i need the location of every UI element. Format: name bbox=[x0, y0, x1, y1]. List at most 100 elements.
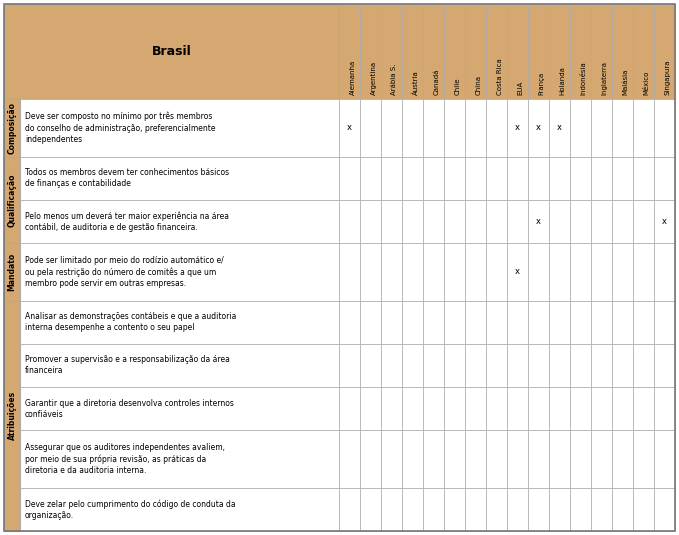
Text: Singapura: Singapura bbox=[665, 59, 670, 95]
Bar bbox=[339, 157, 360, 200]
Bar bbox=[360, 157, 381, 200]
Bar bbox=[465, 157, 486, 200]
Bar bbox=[570, 387, 591, 430]
Bar bbox=[633, 344, 654, 387]
Bar bbox=[444, 4, 465, 99]
Text: Alemanha: Alemanha bbox=[350, 60, 356, 95]
Bar bbox=[570, 157, 591, 200]
Bar bbox=[570, 488, 591, 531]
Bar bbox=[633, 301, 654, 344]
Bar bbox=[444, 301, 465, 344]
Bar bbox=[486, 301, 507, 344]
Bar bbox=[591, 4, 612, 99]
Text: Argentina: Argentina bbox=[371, 61, 376, 95]
Bar bbox=[507, 301, 528, 344]
Text: Inglaterra: Inglaterra bbox=[602, 61, 608, 95]
Bar bbox=[4, 243, 20, 301]
Bar bbox=[360, 387, 381, 430]
Bar bbox=[549, 344, 570, 387]
Bar bbox=[444, 488, 465, 531]
Bar bbox=[570, 200, 591, 243]
Bar bbox=[339, 4, 360, 99]
Text: Costa Rica: Costa Rica bbox=[496, 58, 502, 95]
Bar bbox=[528, 387, 549, 430]
Bar bbox=[507, 4, 528, 99]
Bar bbox=[549, 99, 570, 157]
Bar bbox=[612, 200, 633, 243]
Bar bbox=[402, 344, 423, 387]
Bar bbox=[339, 430, 360, 488]
Bar bbox=[612, 4, 633, 99]
Bar bbox=[486, 387, 507, 430]
Bar bbox=[654, 488, 675, 531]
Bar bbox=[381, 387, 402, 430]
Bar bbox=[20, 157, 339, 200]
Text: Brasil: Brasil bbox=[151, 45, 191, 58]
Bar bbox=[612, 301, 633, 344]
Bar bbox=[444, 99, 465, 157]
Bar bbox=[444, 344, 465, 387]
Bar bbox=[360, 430, 381, 488]
Text: Canadá: Canadá bbox=[433, 68, 439, 95]
Bar bbox=[4, 157, 20, 243]
Bar bbox=[612, 344, 633, 387]
Bar bbox=[339, 344, 360, 387]
Bar bbox=[4, 99, 20, 157]
Bar bbox=[654, 301, 675, 344]
Bar bbox=[20, 99, 339, 157]
Bar bbox=[612, 387, 633, 430]
Text: x: x bbox=[515, 123, 520, 132]
Bar bbox=[654, 430, 675, 488]
Bar bbox=[528, 488, 549, 531]
Bar bbox=[381, 200, 402, 243]
Text: França: França bbox=[538, 72, 545, 95]
Bar bbox=[465, 430, 486, 488]
Text: Composição: Composição bbox=[7, 102, 16, 154]
Bar bbox=[528, 430, 549, 488]
Text: x: x bbox=[557, 123, 562, 132]
Bar bbox=[402, 430, 423, 488]
Text: Arábia S.: Arábia S. bbox=[392, 64, 397, 95]
Bar bbox=[654, 344, 675, 387]
Bar bbox=[570, 243, 591, 301]
Bar bbox=[423, 243, 444, 301]
Bar bbox=[360, 4, 381, 99]
Bar bbox=[549, 243, 570, 301]
Bar bbox=[507, 200, 528, 243]
Bar bbox=[570, 99, 591, 157]
Bar bbox=[381, 4, 402, 99]
Bar bbox=[423, 344, 444, 387]
Bar bbox=[654, 387, 675, 430]
Bar bbox=[4, 4, 339, 99]
Bar bbox=[528, 99, 549, 157]
Text: Deve ser composto no mínimo por três membros
do conselho de administração, prefe: Deve ser composto no mínimo por três mem… bbox=[25, 112, 215, 144]
Bar bbox=[465, 4, 486, 99]
Bar bbox=[381, 243, 402, 301]
Bar bbox=[549, 488, 570, 531]
Bar bbox=[423, 430, 444, 488]
Bar bbox=[507, 157, 528, 200]
Text: Mandato: Mandato bbox=[7, 253, 16, 291]
Bar bbox=[591, 488, 612, 531]
Bar bbox=[423, 200, 444, 243]
Bar bbox=[507, 387, 528, 430]
Bar bbox=[633, 99, 654, 157]
Bar bbox=[570, 344, 591, 387]
Bar bbox=[381, 99, 402, 157]
Bar bbox=[381, 301, 402, 344]
Bar bbox=[339, 243, 360, 301]
Bar bbox=[360, 301, 381, 344]
Bar bbox=[20, 488, 339, 531]
Text: x: x bbox=[536, 217, 541, 226]
Bar bbox=[20, 430, 339, 488]
Bar bbox=[528, 344, 549, 387]
Text: Indonésia: Indonésia bbox=[581, 61, 587, 95]
Bar bbox=[423, 301, 444, 344]
Bar bbox=[339, 387, 360, 430]
Bar bbox=[444, 200, 465, 243]
Bar bbox=[339, 301, 360, 344]
Bar bbox=[654, 243, 675, 301]
Bar bbox=[528, 243, 549, 301]
Bar bbox=[591, 200, 612, 243]
Bar bbox=[402, 387, 423, 430]
